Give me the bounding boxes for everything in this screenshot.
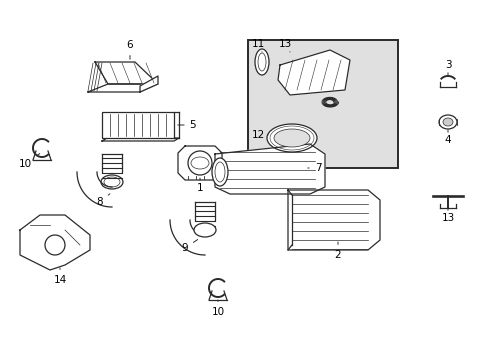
Ellipse shape xyxy=(266,124,316,152)
Text: 8: 8 xyxy=(97,194,110,207)
Polygon shape xyxy=(287,190,379,250)
Circle shape xyxy=(187,151,212,175)
Circle shape xyxy=(45,235,65,255)
Ellipse shape xyxy=(442,118,452,126)
Text: 4: 4 xyxy=(444,130,450,145)
Ellipse shape xyxy=(438,115,456,129)
Ellipse shape xyxy=(101,175,123,189)
Ellipse shape xyxy=(254,49,268,75)
Text: 3: 3 xyxy=(444,60,450,75)
Polygon shape xyxy=(140,76,158,92)
Bar xyxy=(247,40,397,168)
Text: 2: 2 xyxy=(334,242,341,260)
Polygon shape xyxy=(215,144,325,194)
Text: 9: 9 xyxy=(182,239,197,253)
Text: 5: 5 xyxy=(178,120,196,130)
Polygon shape xyxy=(88,84,158,92)
Text: 12: 12 xyxy=(251,130,267,140)
Text: 7: 7 xyxy=(307,163,321,173)
Ellipse shape xyxy=(194,223,216,237)
Text: 14: 14 xyxy=(53,268,66,285)
Text: 10: 10 xyxy=(211,300,224,317)
Text: 6: 6 xyxy=(126,40,133,59)
Text: 10: 10 xyxy=(19,154,40,169)
Ellipse shape xyxy=(273,129,309,147)
Text: 13: 13 xyxy=(441,208,454,223)
Polygon shape xyxy=(95,62,158,84)
Ellipse shape xyxy=(212,158,227,186)
Bar xyxy=(102,112,174,138)
Text: 11: 11 xyxy=(251,39,264,52)
Polygon shape xyxy=(178,146,222,180)
Polygon shape xyxy=(278,50,349,95)
Text: 1: 1 xyxy=(196,178,203,193)
Text: 13: 13 xyxy=(278,39,291,52)
Polygon shape xyxy=(20,215,90,270)
